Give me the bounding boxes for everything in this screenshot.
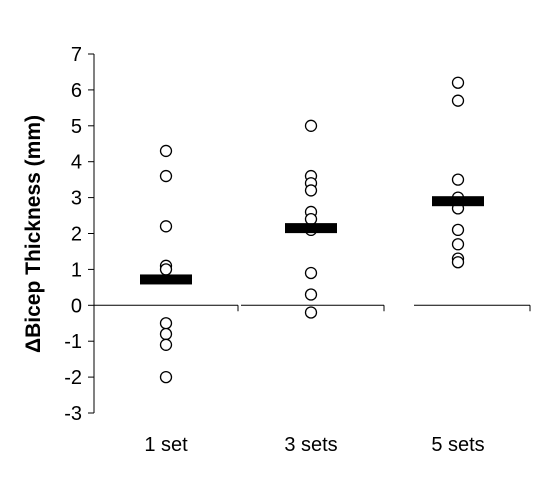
data-point [159,327,173,341]
data-point [451,223,465,237]
x-category-label: 3 sets [284,434,337,456]
y-tick-label: 2 [71,224,82,246]
y-tick-label: 5 [71,116,82,138]
data-point [159,338,173,351]
data-point [451,76,465,89]
data-point [451,256,465,269]
y-tick-label: 3 [71,188,82,210]
mean-bar [140,274,192,285]
y-tick-label: 4 [71,152,82,174]
data-point [451,94,465,107]
x-category-label: 5 sets [431,434,484,456]
data-point [159,144,173,158]
y-axis-title: ΔBicep Thickness (mm) [22,115,45,353]
x-category-label: 1 set [144,434,188,456]
data-point [159,370,173,384]
data-point [304,212,318,226]
mean-bars [140,196,484,285]
data-point [159,169,173,183]
mean-bar [285,223,337,234]
data-point [451,238,465,251]
y-tick-label: 1 [71,259,82,281]
data-point [304,306,318,319]
y-tick-label: 7 [71,44,82,66]
data-point [159,317,173,330]
y-tick-label: -1 [64,331,82,353]
y-tick-label: -3 [64,403,82,425]
y-axis: -3 -2 -1 0 1 2 3 4 5 6 7 [64,44,95,425]
y-tick-label: 6 [71,80,82,102]
data-point [304,184,318,197]
data-point [159,220,173,233]
data-point [304,119,318,132]
x-axis: 1 set 3 sets 5 sets [94,304,531,456]
y-tick-label: -2 [64,367,82,389]
data-point [304,288,318,301]
y-tick-label: 0 [71,295,82,317]
mean-bar [432,196,484,207]
data-point [451,173,465,186]
data-point [159,263,173,276]
data-point [304,266,318,280]
